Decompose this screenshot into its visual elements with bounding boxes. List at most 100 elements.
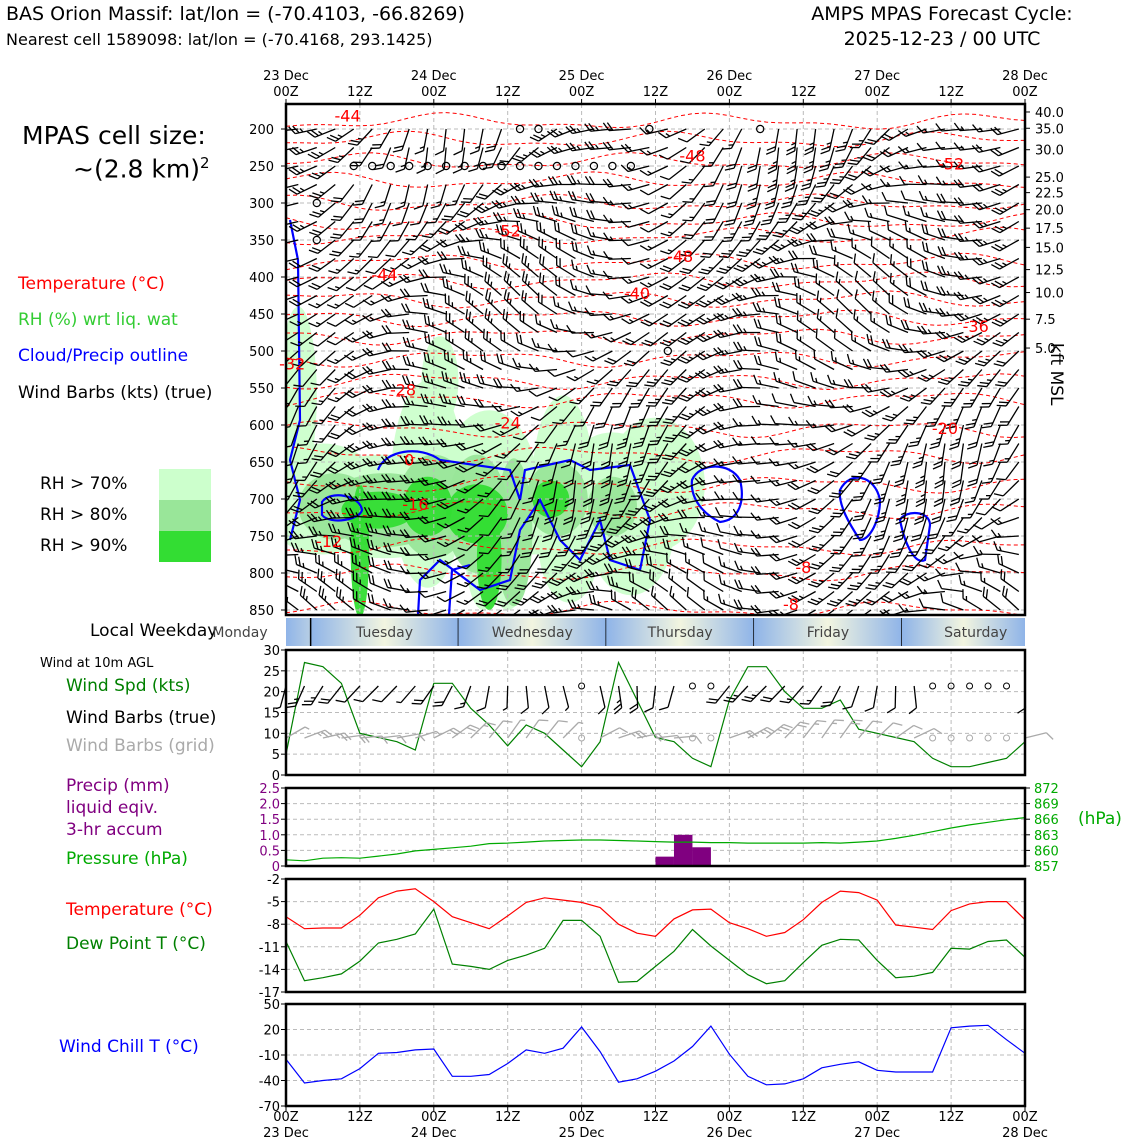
barb-half <box>379 219 385 222</box>
wind-barb <box>437 416 465 426</box>
wind-barb <box>810 372 835 389</box>
wind-barb <box>380 308 410 318</box>
wind-barb <box>483 609 502 615</box>
barb-full <box>958 574 962 585</box>
barb-full <box>333 197 343 200</box>
pressure-tick-label: 300 <box>249 197 274 212</box>
barb-full <box>329 481 338 489</box>
barb-full <box>292 125 300 134</box>
wind-barb <box>351 553 373 574</box>
barb-staff <box>286 596 299 611</box>
barb-half <box>490 299 494 305</box>
barb-full <box>385 325 392 334</box>
wind-barb <box>373 147 392 171</box>
barb-full <box>308 174 318 180</box>
wind-barb <box>484 128 503 153</box>
barb-full <box>331 156 341 161</box>
wind-barb <box>457 245 484 260</box>
wind-barb <box>286 553 299 557</box>
wind-barb <box>684 552 706 574</box>
barb-half <box>319 437 325 440</box>
kft-tick-label: 10.0 <box>1035 287 1064 302</box>
wind-barb <box>510 383 539 393</box>
barb-full <box>345 507 351 517</box>
barb-staff <box>374 258 392 275</box>
barb-full <box>292 260 301 267</box>
barb-full <box>274 200 281 209</box>
barb-half <box>487 248 490 254</box>
wind-barb <box>825 442 853 456</box>
barb-full <box>399 288 407 298</box>
barb-full <box>291 363 302 367</box>
pressure-tick-label: 200 <box>249 123 274 138</box>
calm-circle <box>312 235 321 245</box>
barb-full <box>308 526 314 536</box>
barb-full <box>505 311 509 322</box>
barb-full <box>506 292 510 302</box>
barb-half <box>373 478 378 483</box>
barb-full <box>921 260 925 270</box>
barb-full <box>686 569 689 579</box>
barb-half <box>391 402 396 408</box>
barb-full <box>347 371 357 378</box>
barb-full <box>718 556 722 566</box>
barb-full <box>312 421 322 425</box>
barb-full <box>314 455 324 458</box>
barb-staff <box>286 553 299 557</box>
barb-full <box>492 378 499 388</box>
isotherm-label: -44 <box>371 266 397 285</box>
barb-full <box>703 570 705 581</box>
barb-full <box>487 311 491 321</box>
barb-full <box>448 313 451 323</box>
top-hour-label: 00Z <box>1012 85 1038 100</box>
barb-full <box>421 515 430 523</box>
barb-staff <box>536 387 558 397</box>
barb-full <box>417 553 426 561</box>
wind-barb <box>935 350 964 363</box>
wind-barb <box>382 598 410 611</box>
wind-barb <box>603 251 631 260</box>
top-hour-label: 00Z <box>864 85 890 100</box>
wind-barb <box>456 590 484 606</box>
barb-full <box>445 329 447 340</box>
barb-full <box>404 303 411 313</box>
barb-full <box>362 366 370 375</box>
wind-barb <box>534 314 558 334</box>
barb-full <box>881 191 887 201</box>
barb-half <box>428 440 433 445</box>
barb-half <box>474 146 480 149</box>
wind-barb <box>871 535 891 559</box>
barb-staff <box>286 276 299 284</box>
barb-full <box>486 145 496 149</box>
wind-barb <box>775 332 798 352</box>
barb-half <box>299 533 304 539</box>
wind-barb <box>796 293 816 315</box>
barb-half <box>444 560 450 564</box>
barb-full <box>399 604 407 613</box>
barb-full <box>503 270 507 281</box>
barb-full <box>916 585 924 595</box>
barb-full <box>486 331 489 341</box>
barb-full <box>478 240 482 251</box>
barb-full <box>903 296 907 307</box>
barb-full <box>293 505 303 511</box>
barb-staff <box>354 276 373 292</box>
barb-full <box>326 136 336 142</box>
wind-barb <box>816 290 835 315</box>
wind-barb <box>785 128 798 156</box>
wind-barb <box>367 593 391 611</box>
barb-full <box>399 493 407 502</box>
wind-barb <box>381 325 410 334</box>
barb-half <box>359 579 361 585</box>
barb-half <box>432 218 438 220</box>
barb-full <box>867 221 871 231</box>
barb-full <box>889 555 900 559</box>
barb-full <box>270 182 277 191</box>
barb-staff <box>738 498 761 501</box>
barb-half <box>451 302 454 307</box>
barb-staff <box>286 313 299 324</box>
barb-full <box>476 423 485 431</box>
isotherm-line <box>286 193 1025 211</box>
wind-barb <box>991 220 1020 234</box>
wind-speed-label: Wind Spd (kts) <box>66 676 191 696</box>
